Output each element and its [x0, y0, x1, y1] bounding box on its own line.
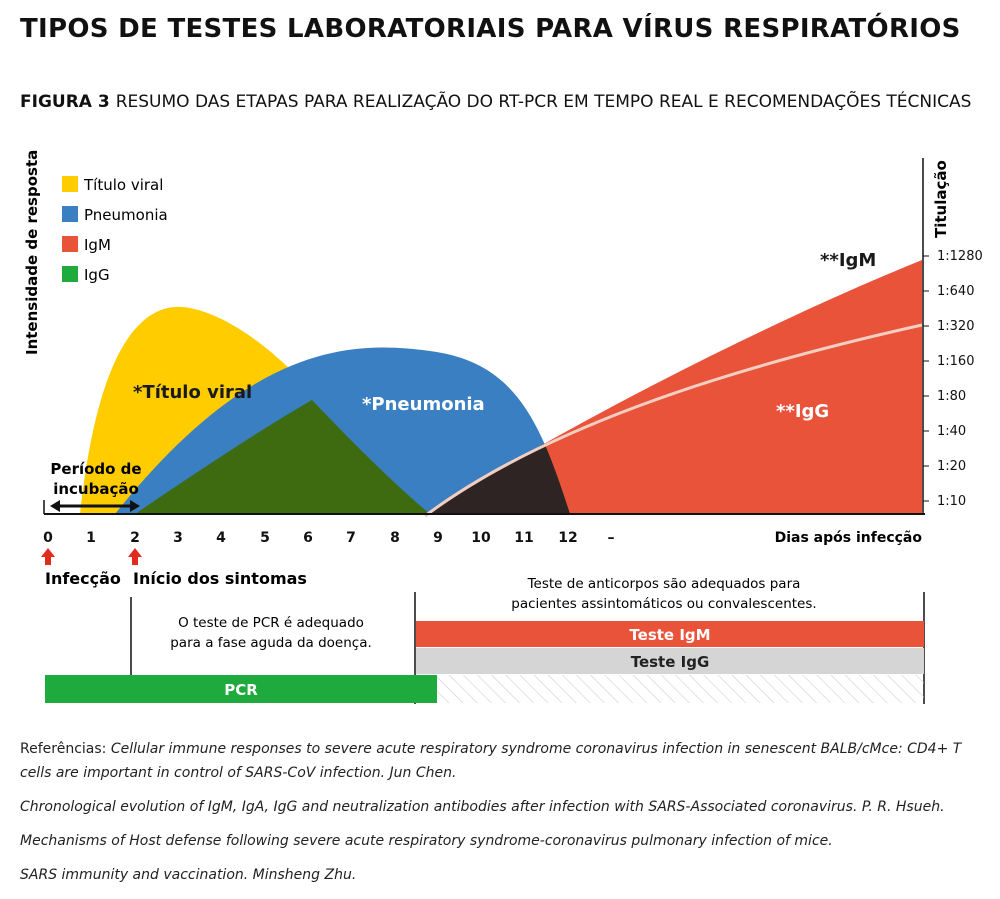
y-right-tick-label: 1:1280 [937, 249, 983, 264]
pneumonia-curve-label: *Pneumonia [362, 394, 485, 415]
incubation-arrow [50, 500, 140, 512]
symptoms-arrow [128, 548, 142, 565]
x-axis-label: Dias após infecção [775, 530, 923, 546]
antibody-note-line2: pacientes assintomáticos ou convalescent… [511, 596, 816, 612]
x-tick-label: 3 [173, 530, 183, 546]
legend-swatch-pneumonia [62, 206, 78, 222]
igm-test-bar [416, 621, 924, 647]
y-axis-right-label: Titulação [932, 160, 950, 238]
reference-item: Chronological evolution of IgM, IgA, IgG… [20, 795, 985, 819]
y-right-tick-label: 1:80 [937, 389, 966, 404]
x-tick-label: 11 [514, 530, 533, 546]
pcr-note-line2: para a fase aguda da doença. [170, 635, 372, 651]
legend-swatch-igg [62, 266, 78, 282]
reference-item: SARS immunity and vaccination. Minsheng … [20, 863, 985, 887]
igg-test-label: Teste IgG [631, 653, 710, 671]
incubation-label-line1: Período de [50, 460, 141, 478]
reference-text: SARS immunity and vaccination. Minsheng … [20, 867, 357, 883]
x-tick-label: 1 [86, 530, 96, 546]
legend-label-viral: Título viral [83, 176, 163, 194]
y-axis-left-label: Intensidade de resposta [23, 150, 41, 355]
page-title: TIPOS DE TESTES LABORATORIAIS PARA VÍRUS… [20, 14, 961, 44]
y-right-tick-label: 1:160 [937, 354, 974, 369]
viral-curve-label: *Título viral [133, 382, 252, 403]
x-tick-label: – [608, 530, 615, 546]
legend-label-igg: IgG [84, 266, 110, 284]
x-tick-label: 9 [433, 530, 443, 546]
igg-test-bar [416, 648, 924, 674]
y-right-tick-label: 1:10 [937, 494, 966, 509]
antibody-timeline-diagram: Intensidade de resposta Titulação Título… [23, 150, 983, 704]
legend-label-igm: IgM [84, 236, 111, 254]
infection-label: Infecção [45, 569, 121, 588]
symptoms-label: Início dos sintomas [133, 569, 307, 588]
y-right-tick-label: 1:20 [937, 459, 966, 474]
y-right-tick-label: 1:40 [937, 424, 966, 439]
reference-item: Mechanisms of Host defense following sev… [20, 829, 985, 853]
figure-caption: FIGURA 3 RESUMO DAS ETAPAS PARA REALIZAÇÃ… [20, 92, 971, 112]
x-tick-label: 5 [260, 530, 270, 546]
igg-curve-label: **IgG [776, 401, 829, 422]
x-tick-label: 0 [43, 530, 53, 546]
reference-item: Referências: Cellular immune responses t… [20, 737, 985, 785]
legend-label-pneumonia: Pneumonia [84, 206, 168, 224]
figure-caption-text: RESUMO DAS ETAPAS PARA REALIZAÇÃO DO RT-… [115, 92, 972, 112]
igg-overlap-region [135, 400, 430, 514]
x-tick-label: 7 [346, 530, 356, 546]
pcr-hatched-extension [437, 675, 924, 703]
y-right-tick-label: 1:640 [937, 284, 974, 299]
igm-curve [425, 260, 922, 514]
pcr-test-bar [45, 675, 437, 703]
x-tick-label: 10 [471, 530, 491, 546]
pcr-note-line1: O teste de PCR é adequado [178, 615, 364, 631]
x-tick-label: 4 [216, 530, 226, 546]
legend-swatch-igm [62, 236, 78, 252]
x-tick-label: 12 [558, 530, 577, 546]
x-tick-label: 8 [390, 530, 400, 546]
references: Referências: Cellular immune responses t… [20, 737, 985, 897]
legend: Título viral Pneumonia IgM IgG [62, 176, 168, 284]
reference-text: Chronological evolution of IgM, IgA, IgG… [20, 799, 945, 815]
y-right-tick-label: 1:320 [937, 319, 974, 334]
reference-text: Cellular immune responses to severe acut… [20, 741, 962, 781]
reference-text: Mechanisms of Host defense following sev… [20, 833, 833, 849]
incubation-label-line2: incubação [53, 480, 139, 498]
references-prefix: Referências: [20, 741, 107, 757]
pcr-test-label: PCR [224, 681, 258, 699]
igg-curve-line [424, 323, 923, 518]
x-tick-label: 2 [130, 530, 140, 546]
igm-test-label: Teste IgM [629, 626, 710, 644]
x-tick-label: 6 [303, 530, 313, 546]
igm-curve-label: **IgM [820, 250, 876, 271]
legend-swatch-viral [62, 176, 78, 192]
antibody-note-line1: Teste de anticorpos são adequados para [527, 576, 801, 592]
figure-number: FIGURA 3 [20, 92, 110, 112]
infection-arrow [41, 548, 55, 565]
